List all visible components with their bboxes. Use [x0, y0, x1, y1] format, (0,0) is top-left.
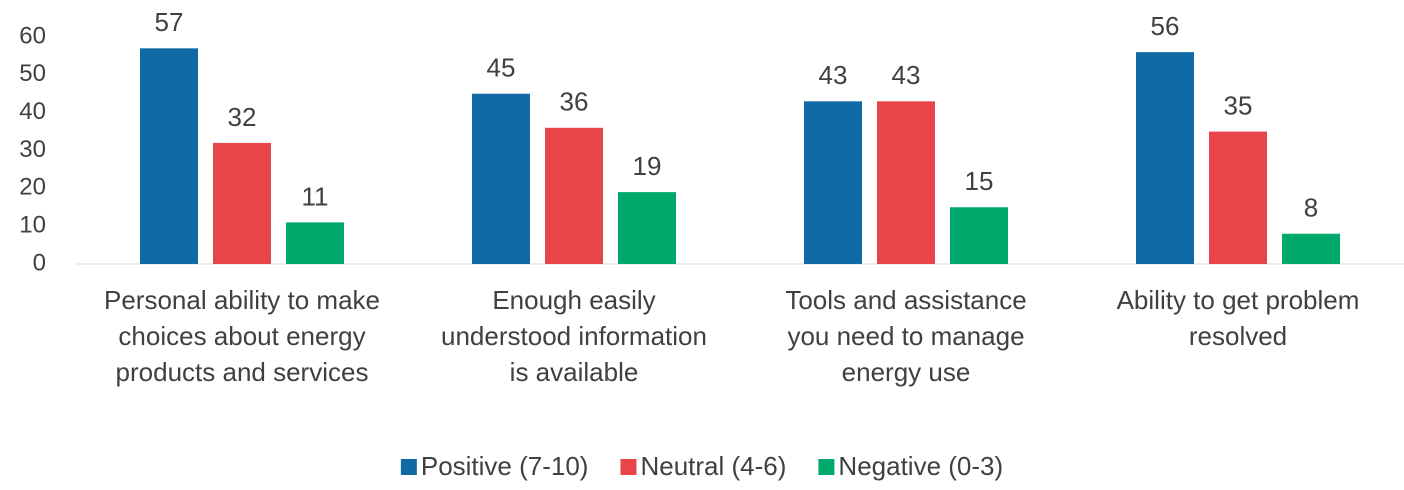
data-label: 56: [1151, 11, 1180, 41]
bar: [545, 127, 603, 264]
y-tick-label: 30: [19, 136, 46, 163]
x-tick-label: Enough easily understood information is av…: [441, 285, 707, 387]
legend-label: Neutral (4-6): [640, 451, 786, 481]
data-label: 19: [633, 151, 662, 181]
data-label: 43: [819, 60, 848, 90]
bar: [877, 101, 935, 264]
x-tick-label: Ability to get problem resolved: [1117, 285, 1360, 351]
x-tick-label: Personal ability to make choices about en…: [104, 285, 380, 387]
data-label: 36: [560, 87, 589, 117]
legend-swatch: [620, 459, 637, 475]
data-label: 57: [155, 7, 184, 37]
bar: [1282, 233, 1340, 264]
legend-swatch: [400, 459, 417, 475]
y-tick-label: 50: [19, 60, 46, 87]
bar: [213, 142, 271, 264]
y-tick-label: 10: [19, 212, 46, 239]
bar: [1209, 131, 1267, 264]
x-tick-label: Tools and assistance you need to manage en…: [785, 285, 1026, 387]
legend: Positive (7-10) Neutral (4-6) Negative (0-…: [400, 451, 1003, 481]
bar: [1136, 52, 1194, 265]
bar: [286, 222, 344, 264]
bar: [804, 101, 862, 264]
data-label: 45: [487, 53, 516, 83]
bar: [950, 207, 1008, 264]
data-label: 8: [1304, 193, 1318, 223]
data-label: 11: [302, 181, 329, 211]
bar: [472, 93, 530, 264]
legend-label: Positive (7-10): [421, 451, 589, 481]
legend-label: Negative (0-3): [838, 451, 1003, 481]
data-label: 15: [965, 166, 994, 196]
y-tick-label: 0: [33, 249, 46, 276]
data-label: 43: [892, 60, 921, 90]
y-tick-label: 60: [19, 22, 46, 49]
y-tick-label: 40: [19, 98, 46, 125]
bar: [618, 192, 676, 264]
data-label: 35: [1224, 90, 1253, 120]
data-label: 32: [228, 102, 257, 132]
y-tick-label: 20: [19, 174, 46, 201]
legend-swatch: [818, 459, 835, 475]
bar: [140, 48, 198, 264]
